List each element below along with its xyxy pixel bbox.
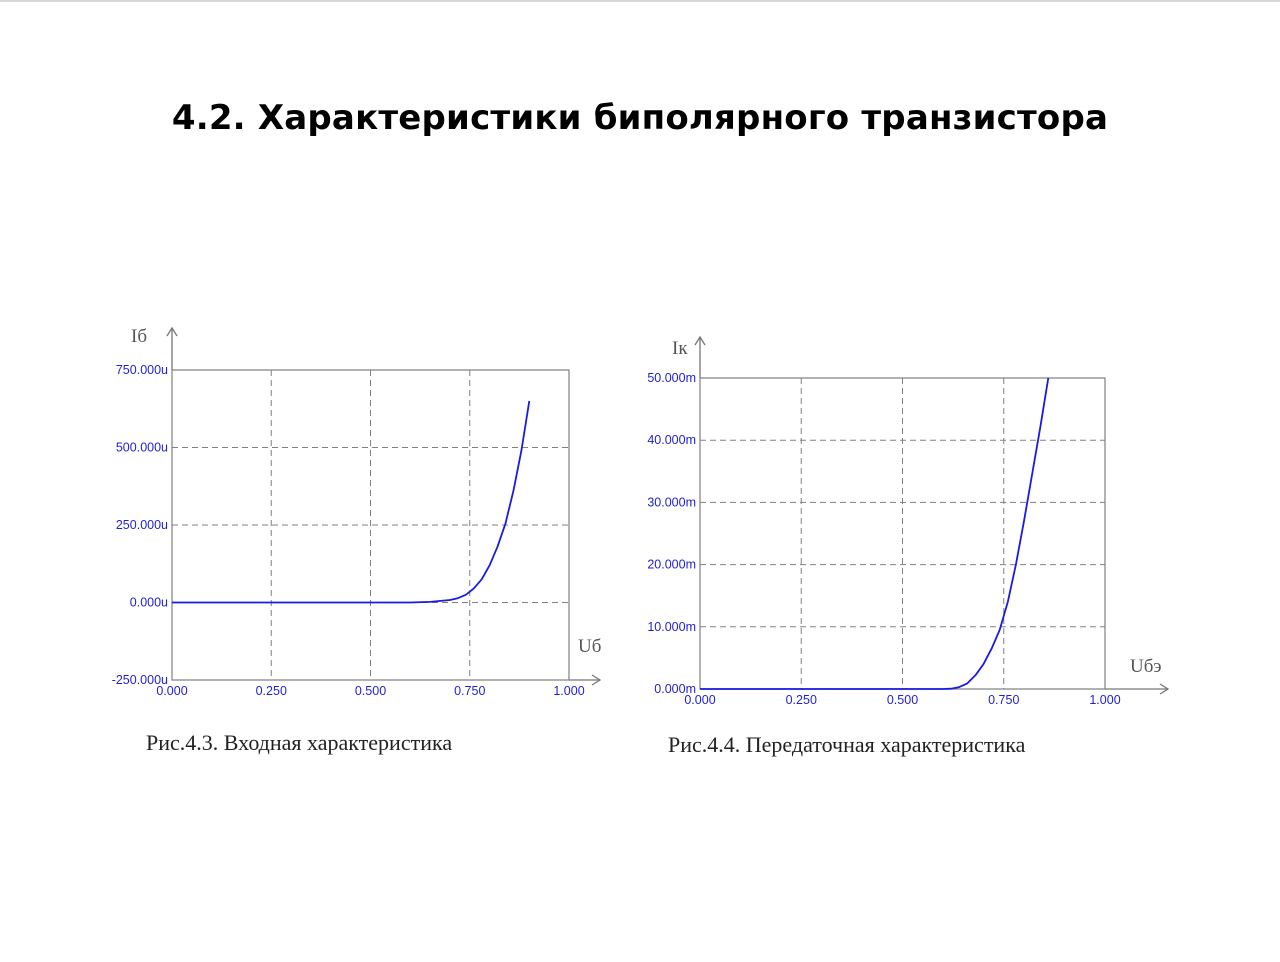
x-tick-label: 1.000 — [553, 684, 584, 698]
y-axis-arrow — [694, 335, 706, 346]
characteristic-curve — [700, 377, 1050, 690]
x-tick-label: 0.250 — [786, 693, 817, 707]
y-tick-label: 50.000m — [647, 371, 696, 385]
x-tick-label: 0.000 — [156, 684, 187, 698]
y-tick-label: 40.000m — [647, 433, 696, 447]
y-axis-arrow — [166, 326, 178, 337]
y-tick-label: -250.000u — [112, 673, 168, 687]
x-axis-label: Uб — [578, 636, 601, 657]
x-tick-label: 0.250 — [256, 684, 287, 698]
y-tick-label: 30.000m — [647, 495, 696, 509]
x-tick-label: 0.500 — [887, 693, 918, 707]
page-title: 4.2. Характеристики биполярного транзист… — [171, 98, 1109, 138]
y-tick-label: 0.000m — [654, 682, 696, 696]
x-axis-arrow — [1159, 683, 1170, 695]
x-axis-arrow — [591, 674, 602, 686]
y-tick-label: 750.000u — [116, 363, 168, 377]
x-axis-label: Uбэ — [1130, 656, 1162, 677]
y-tick-label: 0.000u — [130, 596, 168, 610]
transfer-characteristic-chart: Iк Uбэ 0.000 0.250 0.500 0.750 1.000 0.000m 10.0… — [647, 335, 1170, 707]
x-tick-label: 0.750 — [454, 684, 485, 698]
x-tick-label: 0.000 — [684, 693, 715, 707]
x-tick-label: 0.500 — [355, 684, 386, 698]
x-tick-label: 1.000 — [1089, 693, 1120, 707]
y-tick-label: 250.000u — [116, 518, 168, 532]
y-tick-label: 20.000m — [647, 558, 696, 572]
caption-transfer-characteristic: Рис.4.4. Передаточная характеристика — [668, 732, 1026, 757]
x-tick-label: 0.750 — [988, 693, 1019, 707]
y-tick-label: 500.000u — [116, 441, 168, 455]
caption-input-characteristic: Рис.4.3. Входная характеристика — [146, 730, 453, 755]
top-rule — [0, 0, 1280, 2]
y-axis-label: Iк — [672, 338, 688, 359]
y-tick-label: 10.000m — [647, 620, 696, 634]
characteristic-curve — [172, 400, 531, 604]
input-characteristic-chart: Iб Uб 0.000 0.250 0.500 0.750 1.000 -250.000u 0.… — [112, 326, 602, 698]
y-axis-label: Iб — [131, 326, 147, 347]
